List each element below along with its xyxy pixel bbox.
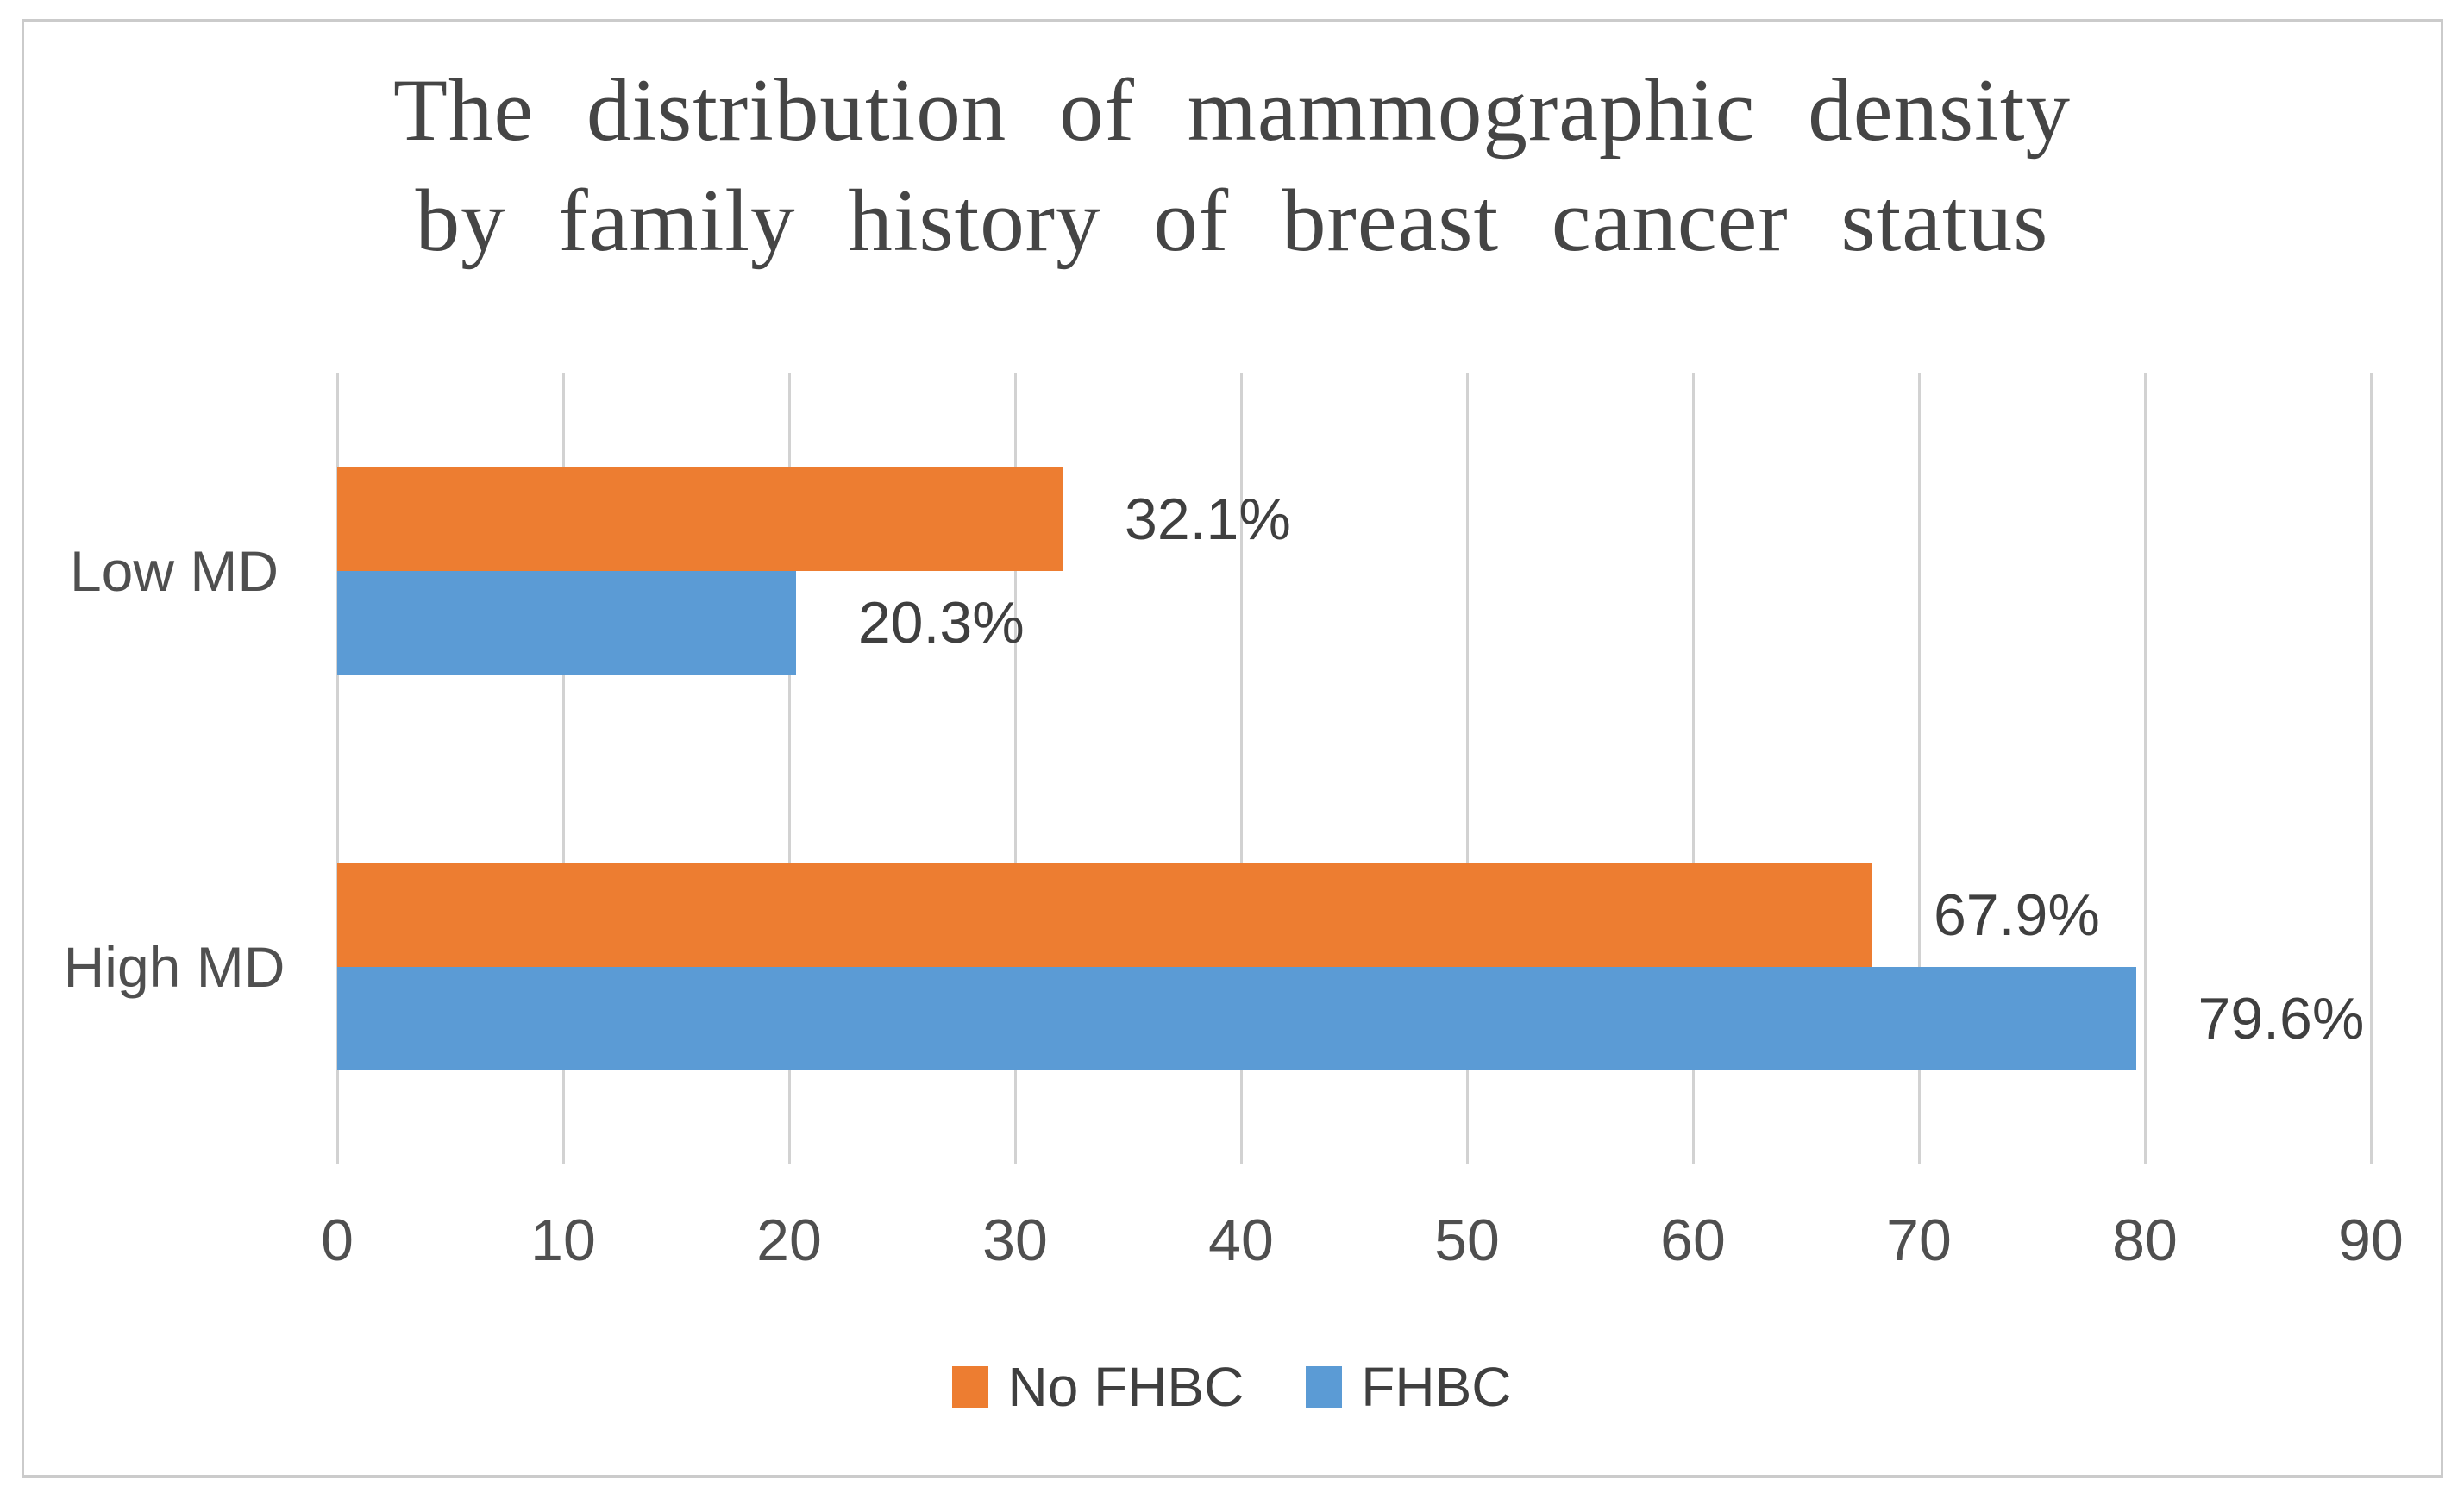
gridline-x-40 <box>1239 373 1243 1164</box>
bar-fhbc-low-md <box>337 571 796 675</box>
x-tick-label-80: 80 <box>2112 1208 2178 1273</box>
x-tick-label-30: 30 <box>982 1208 1048 1273</box>
x-tick-label-40: 40 <box>1208 1208 1274 1273</box>
legend-swatch-no-fhbc-icon <box>952 1365 989 1408</box>
plot-area: 32.1% 20.3% 67.9% 79.6% <box>336 373 2373 1164</box>
legend-label-fhbc: FHBC <box>1361 1355 1512 1418</box>
gridline-x-20 <box>787 373 791 1164</box>
chart-title-line1: The distribution of mammographic density <box>392 61 2071 160</box>
bar-row-high-md-no-fhbc: 67.9% <box>337 863 2371 967</box>
gridline-x-70 <box>1918 373 1921 1164</box>
value-label-no-fhbc-low-md: 32.1% <box>1125 486 1291 552</box>
gridline-x-80 <box>2143 373 2147 1164</box>
x-tick-label-20: 20 <box>756 1208 822 1273</box>
gridline-x-60 <box>1692 373 1695 1164</box>
x-tick-label-60: 60 <box>1660 1208 1726 1273</box>
gridline-x-10 <box>561 373 565 1164</box>
value-label-fhbc-low-md: 20.3% <box>857 590 1025 656</box>
x-tick-label-0: 0 <box>321 1208 354 1273</box>
bar-row-low-md-no-fhbc: 32.1% <box>337 467 2371 571</box>
x-tick-label-10: 10 <box>530 1208 596 1273</box>
x-tick-label-70: 70 <box>1886 1208 1952 1273</box>
legend-label-no-fhbc: No FHBC <box>1007 1355 1245 1418</box>
value-label-fhbc-high-md: 79.6% <box>2198 986 2365 1051</box>
chart-title-line2: by family history of breast cancer statu… <box>415 172 2049 270</box>
category-label-high-md: High MD <box>63 935 285 999</box>
legend: No FHBC FHBC <box>0 1350 2464 1423</box>
bar-no-fhbc-low-md <box>337 467 1063 571</box>
legend-item-fhbc: FHBC <box>1306 1355 1512 1419</box>
bar-fhbc-high-md <box>337 967 2136 1070</box>
x-axis: 0 10 20 30 40 50 60 70 80 90 <box>321 1206 2404 1275</box>
x-tick-label-90: 90 <box>2338 1208 2404 1273</box>
legend-item-no-fhbc: No FHBC <box>952 1355 1244 1419</box>
chart-title: The distribution of mammographic density… <box>0 55 2464 276</box>
gridline-x-0 <box>336 373 339 1164</box>
legend-swatch-fhbc-icon <box>1306 1365 1343 1408</box>
gridline-x-30 <box>1014 373 1017 1164</box>
gridline-x-50 <box>1466 373 1469 1164</box>
chart-frame-border <box>22 19 2443 1478</box>
x-tick-label-50: 50 <box>1434 1208 1500 1273</box>
bar-no-fhbc-high-md <box>337 863 1872 967</box>
value-label-no-fhbc-high-md: 67.9% <box>1933 882 2100 948</box>
bar-row-low-md-fhbc: 20.3% <box>337 571 2371 675</box>
bar-row-high-md-fhbc: 79.6% <box>337 967 2371 1070</box>
gridline-x-90 <box>2370 373 2373 1164</box>
category-label-low-md: Low MD <box>69 539 279 603</box>
